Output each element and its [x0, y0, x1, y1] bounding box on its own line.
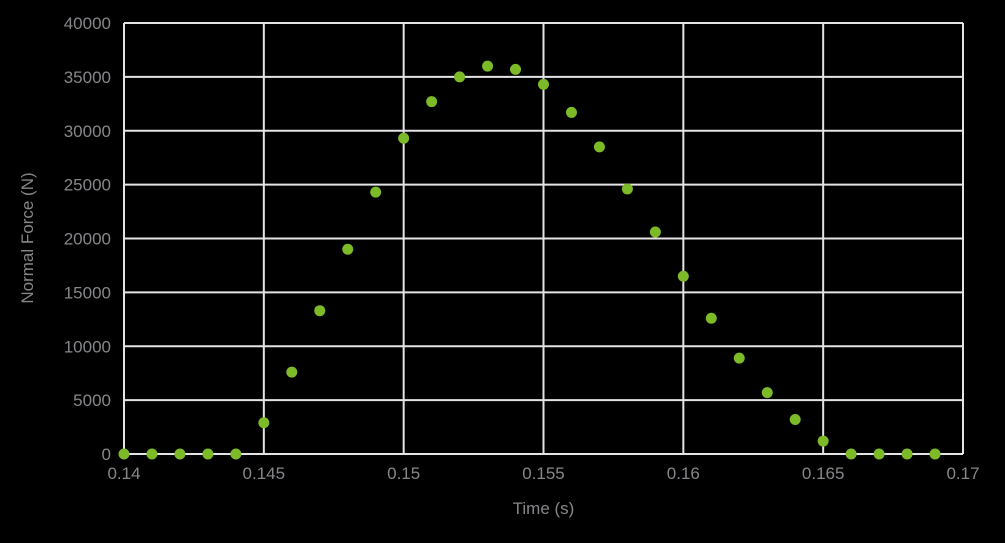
x-axis-tick-label: 0.145	[243, 464, 286, 483]
x-axis-tick-label: 0.16	[667, 464, 700, 483]
data-point	[202, 448, 214, 460]
y-axis-tick-label: 10000	[64, 337, 111, 356]
data-point	[621, 183, 633, 195]
y-axis-tick-label: 25000	[64, 176, 111, 195]
y-axis-tick-label: 5000	[73, 391, 111, 410]
data-point	[901, 448, 913, 460]
data-point	[593, 141, 605, 153]
data-point	[482, 60, 494, 72]
data-point	[873, 448, 885, 460]
data-point	[258, 417, 270, 429]
data-point	[398, 132, 410, 144]
x-axis-title: Time (s)	[512, 499, 575, 518]
y-axis-tick-label: 40000	[64, 14, 111, 33]
data-point	[314, 305, 326, 317]
y-axis-tick-label: 30000	[64, 122, 111, 141]
data-point	[845, 448, 857, 460]
data-point	[761, 387, 773, 399]
data-point	[677, 270, 689, 282]
data-point	[510, 63, 522, 75]
data-point	[286, 366, 298, 378]
data-point	[454, 71, 466, 83]
y-axis-tick-label: 15000	[64, 283, 111, 302]
data-point	[789, 414, 801, 426]
data-point	[146, 448, 158, 460]
x-axis-tick-label: 0.15	[387, 464, 420, 483]
data-point	[705, 312, 717, 324]
data-point	[733, 352, 745, 364]
data-point	[538, 78, 549, 90]
data-point	[342, 243, 354, 255]
y-axis-tick-label: 20000	[64, 230, 111, 249]
x-axis-tick-label: 0.165	[802, 464, 845, 483]
x-axis-tick-label: 0.14	[107, 464, 140, 483]
y-axis-title: Normal Force (N)	[18, 172, 37, 304]
y-axis-tick-label: 35000	[64, 68, 111, 87]
data-point	[929, 448, 941, 460]
data-point	[230, 448, 242, 460]
data-point	[118, 448, 130, 460]
y-axis-tick-label: 0	[102, 445, 111, 464]
data-point	[174, 448, 186, 460]
x-axis-tick-label: 0.17	[946, 464, 979, 483]
data-point	[649, 226, 661, 238]
x-axis-tick-label: 0.155	[522, 464, 565, 483]
data-point	[370, 186, 382, 198]
data-point	[565, 106, 577, 118]
data-point	[817, 435, 829, 447]
data-point	[426, 96, 438, 108]
